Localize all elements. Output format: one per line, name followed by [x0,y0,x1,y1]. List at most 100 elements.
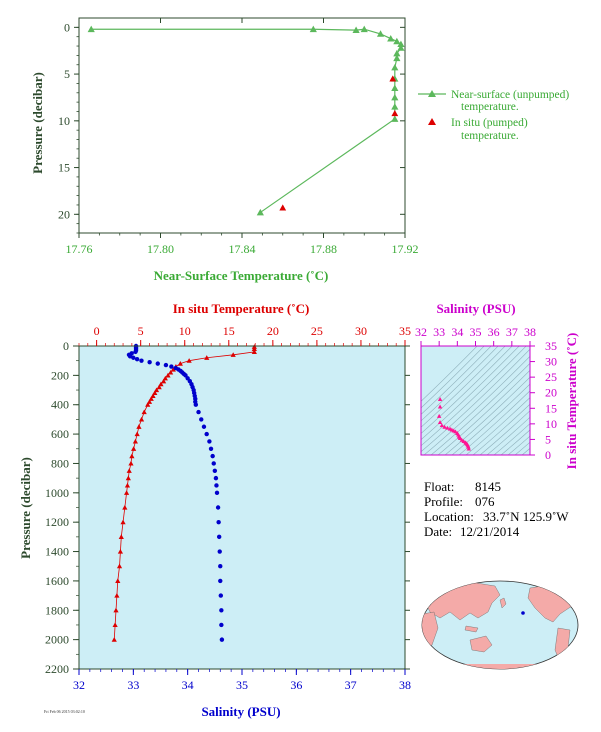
temperature-point [158,381,164,387]
salinity-point [217,549,222,554]
near-surface-point [393,49,401,57]
float-label: Float: [424,479,454,494]
ts-point [457,435,463,440]
ts-point [466,446,471,451]
temperature-point [168,369,174,375]
map-south-america [554,627,571,663]
main-plot-background [79,346,405,669]
date-label: Date: [424,524,452,539]
ts-isoline [437,369,530,455]
temperature-tick-label: 30 [355,324,367,338]
salinity-point [204,431,209,437]
salinity-point [133,349,138,355]
near-surface-point [397,40,405,48]
temperature-point [115,578,121,583]
ts-isoline [421,346,492,415]
salinity-point [215,505,221,510]
temperature-point [162,375,168,381]
salinity-point [216,534,222,540]
temperature-point [132,438,138,444]
ts-series [436,397,471,451]
ts-isoline [472,403,530,455]
temperature-point [129,453,135,459]
salinity-tick-label: 38 [399,678,411,692]
salinity-point [139,358,144,363]
salinity-point [213,475,219,481]
near-surface-point [87,25,95,33]
near-surface-point [352,26,360,34]
temperature-point [150,393,156,398]
temperature-point [251,349,257,354]
ts-x-tick-label: 38 [524,325,536,339]
temperature-tick-label: 35 [399,324,411,338]
temperature-point [126,468,132,473]
top-x-axis-label: Near-Surface Temperature (˚C) [154,268,329,283]
ts-y-tick-label: 0 [545,448,551,462]
ts-y-axis-label: In situ Temperature (˚C) [564,333,579,470]
temperature-point [146,399,153,404]
date-value: 12/21/2014 [460,524,520,539]
temperature-point [148,396,154,401]
temperature-point [116,563,123,569]
pressure-axis-label: Pressure (decibar) [18,457,33,559]
top-x-tick-label: 17.88 [310,242,337,256]
map-japan [499,597,507,609]
legend-label-in-situ-1: In situ (pumped) [451,117,528,129]
salinity-tick-label: 35 [236,678,248,692]
salinity-point [199,417,204,422]
near-surface-point [391,103,399,110]
ts-y-tick-label: 15 [545,401,557,415]
ts-isoline [507,435,530,455]
salinity-point [201,424,207,429]
salinity-tick-label: 37 [345,678,357,692]
near-surface-point [393,37,401,45]
temperature-tick-label: 10 [179,324,191,338]
ts-density-isolines [421,346,530,455]
ts-isoline [430,362,530,455]
ts-isoline [493,423,530,455]
temperature-point [186,358,192,363]
location-label: Location: [424,509,474,524]
temperature-point [165,372,171,378]
temperature-tick-label: 20 [267,324,279,338]
salinity-point [218,564,223,569]
top-chart-series [87,25,405,216]
ts-title: Salinity (PSU) [436,301,515,316]
temperature-point [120,519,126,525]
in-situ-point [391,109,399,117]
map-australia [469,635,493,653]
top-y-tick-label: 20 [58,207,70,221]
ts-plot-background [421,346,530,455]
footer-timestamp: Fri Feb 06 2015 03:02:10 [44,709,85,714]
pressure-tick-label: 400 [51,398,69,412]
temperature-point [111,637,117,642]
temperature-point [170,366,176,372]
top-legend: Near-surface (unpumped) temperature. In … [418,89,569,142]
temperature-tick-label: 15 [223,324,235,338]
salinity-point [163,362,169,368]
near-surface-point [376,30,385,37]
top-y-tick-label: 0 [64,20,70,34]
salinity-point [219,637,225,642]
ts-isoline [421,346,499,422]
ts-isoline [451,383,530,455]
ts-point [437,420,443,425]
salinity-point [169,364,174,369]
salinity-point [207,439,212,444]
temperature-axis-label: In situ Temperature (˚C) [173,301,310,316]
ts-point [445,425,450,430]
ts-isoline [521,447,530,455]
ts-x-tick-label: 34 [451,325,463,339]
top-x-tick-label: 17.92 [392,242,419,256]
temperature-point [123,490,130,495]
salinity-point [211,461,216,466]
near-surface-point [391,93,399,101]
profile-value: 076 [475,494,495,509]
near-surface-point [393,54,401,62]
ts-y-tick-label: 10 [545,417,557,431]
temperature-point [152,390,158,396]
pressure-tick-label: 2000 [45,633,69,647]
top-y-tick-label: 5 [64,67,70,81]
ts-isoline [421,346,527,447]
